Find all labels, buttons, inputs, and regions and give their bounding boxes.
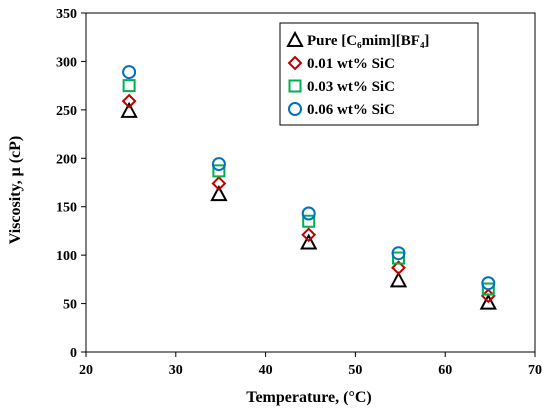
data-point-circle	[301, 206, 316, 221]
data-point-circle	[122, 65, 137, 80]
legend-marker-triangle	[286, 30, 304, 47]
data-point-diamond	[211, 176, 227, 191]
y-tick-label: 50	[63, 298, 77, 313]
legend-label: 0.03 wt% SiC	[307, 79, 395, 95]
y-axis-ticks: 0 50 100 150 200 250 300 350	[56, 7, 86, 361]
y-tick-label: 150	[56, 201, 77, 216]
data-point-circle	[211, 157, 226, 172]
plot-frame	[85, 12, 536, 353]
series-square	[122, 79, 495, 296]
legend-marker-square	[288, 79, 302, 93]
data-point-triangle	[389, 271, 408, 288]
legend-item: 0.06 wt% SiC	[288, 102, 395, 118]
y-tick-label: 250	[56, 104, 77, 119]
x-tick-label: 20	[79, 363, 93, 378]
x-tick-label: 40	[259, 363, 273, 378]
y-tick-label: 0	[70, 346, 77, 361]
legend-box	[279, 22, 479, 126]
data-point-diamond	[391, 260, 406, 276]
data-point-triangle	[210, 185, 228, 202]
x-tick-label: 50	[348, 363, 362, 378]
data-point-triangle	[300, 233, 318, 250]
y-tick-label: 100	[56, 249, 77, 264]
data-point-triangle	[120, 101, 138, 118]
data-point-square	[212, 164, 226, 178]
y-tick-label: 200	[56, 152, 77, 167]
data-point-square	[302, 214, 316, 228]
data-point-triangle	[479, 293, 497, 310]
x-tick-label: 30	[169, 363, 183, 378]
plot-area-border	[85, 12, 536, 353]
data-point-diamond	[121, 93, 137, 109]
y-axis-title: Viscosity, μ (cP)	[7, 136, 24, 244]
data-point-diamond	[301, 227, 317, 243]
legend: Pure [C₆mim][BF₄] 0.01 wt% SiC 0.03 wt% Si…	[279, 22, 479, 126]
legend-label: Pure [C₆mim][BF₄]	[307, 33, 429, 49]
data-point-circle	[481, 276, 496, 291]
legend-item: 0.01 wt% SiC	[287, 55, 395, 72]
x-axis-title: Temperature, (°C)	[246, 389, 371, 406]
x-tick-label: 70	[528, 363, 542, 378]
series-diamond	[121, 93, 496, 304]
legend-marker-diamond	[287, 55, 303, 71]
legend-item: 0.03 wt% SiC	[288, 79, 395, 95]
legend-item: Pure [C₆mim][BF₄]	[286, 30, 429, 49]
legend-label: 0.06 wt% SiC	[307, 102, 395, 118]
data-point-circle	[391, 246, 406, 261]
data-markers	[120, 65, 497, 310]
data-point-square	[122, 79, 136, 93]
x-tick-label: 60	[438, 363, 452, 378]
y-tick-label: 300	[56, 55, 77, 70]
legend-label: 0.01 wt% SiC	[307, 56, 395, 72]
legend-marker-circle	[288, 102, 302, 116]
series-circle	[122, 65, 496, 291]
y-tick-label: 350	[56, 7, 77, 22]
series-triangle	[120, 101, 497, 310]
data-point-square	[481, 282, 495, 296]
x-axis-ticks: 20 30 40 50 60 70	[79, 352, 542, 378]
data-point-square	[392, 251, 406, 265]
